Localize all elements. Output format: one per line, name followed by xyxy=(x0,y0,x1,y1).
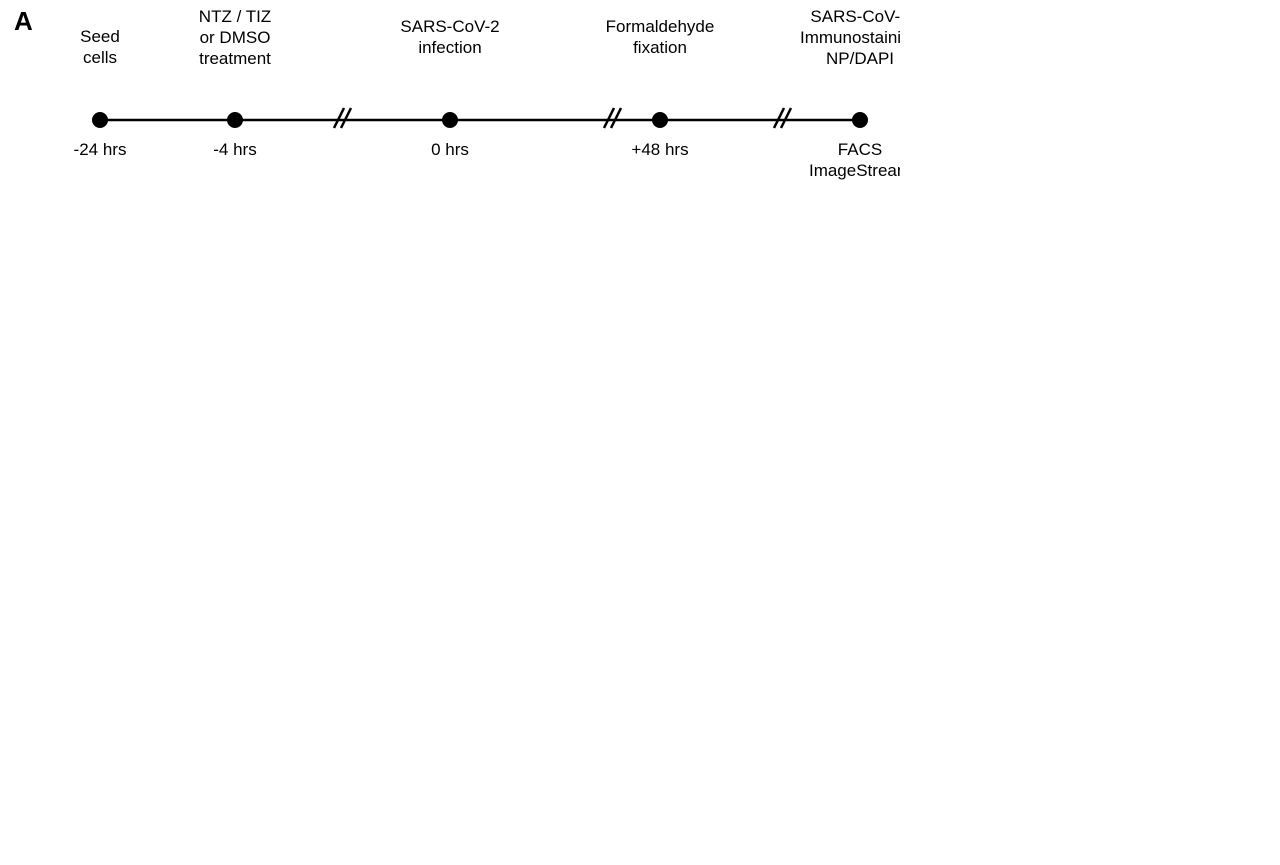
svg-text:infection: infection xyxy=(418,38,481,57)
svg-text:-24 hrs: -24 hrs xyxy=(74,140,127,159)
svg-text:ImageStream: ImageStream xyxy=(809,161,900,180)
svg-text:NP/DAPI: NP/DAPI xyxy=(826,49,894,68)
svg-text:FACS: FACS xyxy=(838,140,882,159)
svg-text:treatment: treatment xyxy=(199,49,271,68)
svg-text:or DMSO: or DMSO xyxy=(200,28,271,47)
svg-text:NTZ / TIZ: NTZ / TIZ xyxy=(199,7,271,26)
svg-text:0 hrs: 0 hrs xyxy=(431,140,469,159)
svg-text:Immunostaining: Immunostaining xyxy=(800,28,900,47)
svg-text:Seed: Seed xyxy=(80,27,120,46)
svg-text:SARS-CoV-2: SARS-CoV-2 xyxy=(810,7,900,26)
svg-text:SARS-CoV-2: SARS-CoV-2 xyxy=(400,17,499,36)
svg-text:+48 hrs: +48 hrs xyxy=(631,140,688,159)
svg-text:-4 hrs: -4 hrs xyxy=(213,140,256,159)
svg-text:fixation: fixation xyxy=(633,38,687,57)
svg-text:Formaldehyde: Formaldehyde xyxy=(606,17,715,36)
svg-text:cells: cells xyxy=(83,48,117,67)
